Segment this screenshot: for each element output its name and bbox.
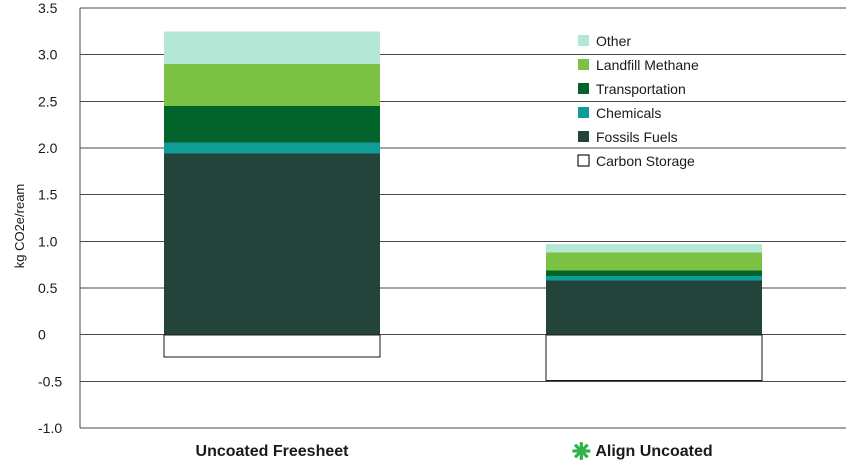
y-tick-label: -1.0 [38, 420, 62, 436]
legend-swatch [578, 107, 589, 118]
y-tick-label: -0.5 [38, 373, 62, 389]
legend-swatch [578, 83, 589, 94]
bars [163, 31, 763, 381]
legend-swatch [578, 35, 589, 46]
x-category: Align Uncoated [572, 442, 713, 460]
y-tick-label: 1.5 [38, 187, 58, 203]
legend-swatch [577, 154, 590, 167]
bar-segment-other [164, 31, 380, 64]
legend-label: Carbon Storage [596, 153, 695, 169]
y-tick-label: 2.5 [38, 93, 58, 109]
bar-segment-chemicals [164, 142, 380, 154]
bar-segment-landfill-methane [546, 252, 762, 271]
y-tick-label: 2.0 [38, 140, 58, 156]
legend-item: Other [578, 33, 631, 49]
y-tick-label: 0 [38, 327, 46, 343]
legend-label: Fossils Fuels [596, 129, 678, 145]
legend-item: Landfill Methane [578, 57, 699, 73]
y-tick-label: 1.0 [38, 233, 58, 249]
y-axis-label: kg CO2e/ream [12, 184, 27, 269]
x-axis-labels: Uncoated Freesheet Align Uncoated [196, 442, 713, 460]
y-tick-label: 0.5 [38, 280, 58, 296]
y-axis-ticks: 3.5 3.0 2.5 2.0 1.5 1.0 0.5 0 -0.5 -1.0 [38, 0, 62, 436]
x-tick-label: Align Uncoated [595, 443, 712, 460]
bar-segment-transportation [164, 106, 380, 143]
legend-item: Chemicals [578, 105, 661, 121]
legend-item: Carbon Storage [577, 153, 695, 169]
legend-label: Other [596, 33, 631, 49]
legend-label: Transportation [596, 81, 686, 97]
bar-segment-transportation [546, 270, 762, 276]
legend-label: Landfill Methane [596, 57, 699, 73]
y-tick-label: 3.5 [38, 0, 58, 16]
legend-item: Fossils Fuels [578, 129, 678, 145]
bar-segment-fossils-fuels [546, 280, 762, 335]
legend-item: Transportation [578, 81, 686, 97]
bar-segment-carbon-storage [163, 334, 381, 358]
bar-segment-landfill-methane [164, 64, 380, 106]
x-category: Uncoated Freesheet [196, 443, 350, 460]
bar-segment-other [546, 244, 762, 253]
legend-swatch [578, 131, 589, 142]
legend-label: Chemicals [596, 105, 661, 121]
legend-swatch [578, 59, 589, 70]
x-tick-label: Uncoated Freesheet [196, 443, 350, 460]
asterisk-logo-icon [572, 442, 591, 460]
y-tick-label: 3.0 [38, 47, 58, 63]
bar-segment-chemicals [546, 275, 762, 281]
legend: Other Landfill Methane Transportation Chemi… [577, 33, 699, 169]
bar-segment-fossils-fuels [164, 153, 380, 335]
bar-segment-carbon-storage [545, 334, 763, 381]
